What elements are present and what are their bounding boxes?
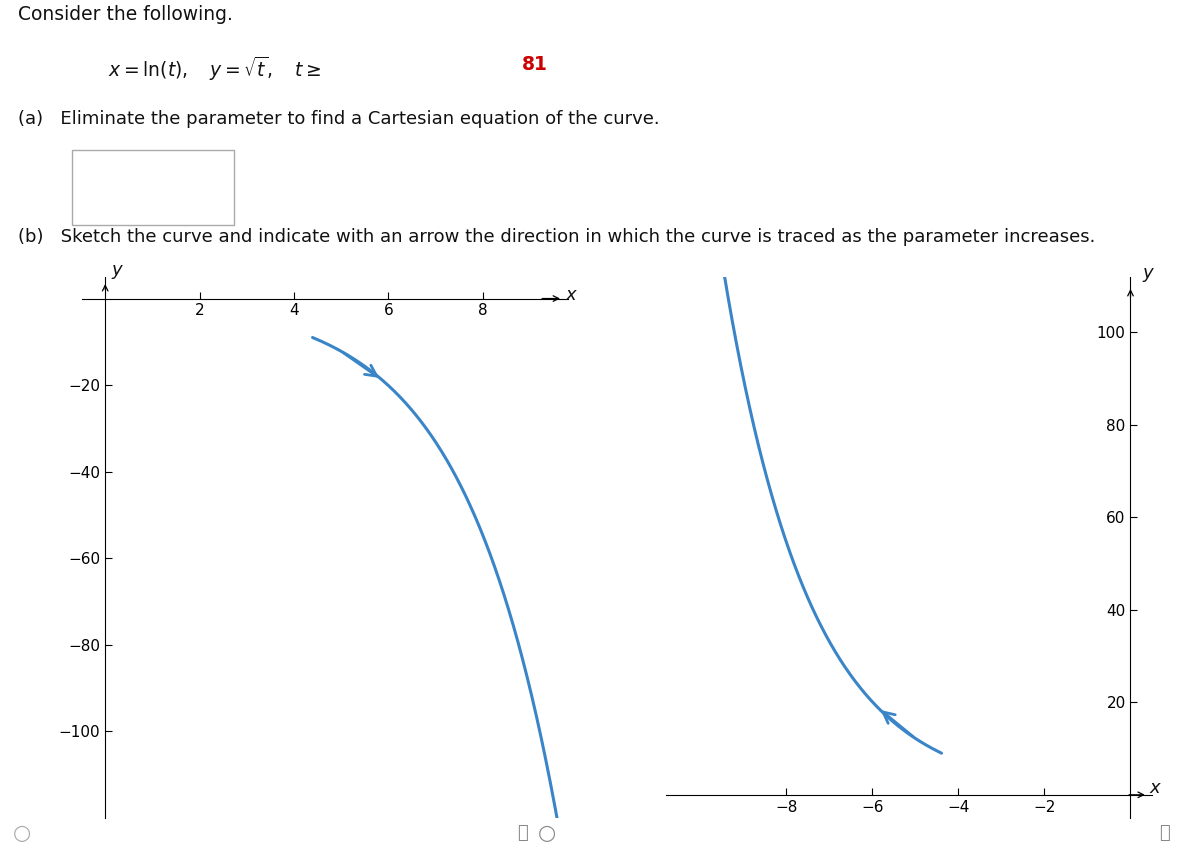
Text: 81: 81 [522,55,548,74]
Text: Consider the following.: Consider the following. [18,4,233,24]
Text: (b)   Sketch the curve and indicate with an arrow the direction in which the cur: (b) Sketch the curve and indicate with a… [18,227,1096,246]
FancyBboxPatch shape [72,149,234,226]
Text: y: y [112,261,122,279]
Text: ⓘ: ⓘ [1159,824,1169,843]
Text: ○: ○ [538,823,557,843]
Text: (a)   Eliminate the parameter to find a Cartesian equation of the curve.: (a) Eliminate the parameter to find a Ca… [18,111,660,129]
Text: x: x [565,286,576,304]
Text: $x = \ln(t), \quad y = \sqrt{t}, \quad t \geq $: $x = \ln(t), \quad y = \sqrt{t}, \quad t… [108,55,322,83]
Text: ⓘ: ⓘ [517,824,527,843]
Text: ○: ○ [12,823,31,843]
Text: x: x [1150,779,1160,797]
Text: y: y [1142,263,1153,281]
